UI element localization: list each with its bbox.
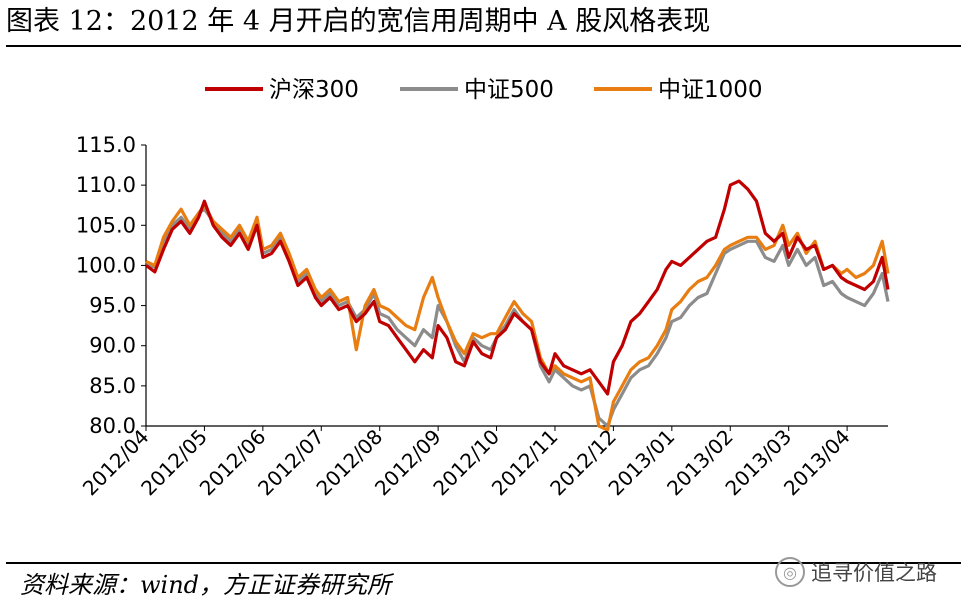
y-tick-label: 80.0 (89, 414, 136, 438)
y-tick-label: 90.0 (89, 334, 136, 358)
series-line-0 (145, 179, 890, 396)
line-chart: 沪深300 中证500 中证1000 80.0 85.0 90.0 95.0 100.0 10… (76, 77, 890, 500)
watermark-text: 追寻价值之路 (811, 561, 937, 585)
y-tick-label: 105.0 (76, 213, 136, 237)
watermark: ◎ 追寻价值之路 (775, 557, 937, 587)
axes (141, 144, 888, 431)
y-tick-label: 100.0 (76, 253, 136, 277)
legend-label: 中证1000 (658, 77, 763, 103)
y-tick-label: 95.0 (89, 294, 136, 318)
legend-label: 沪深300 (269, 77, 359, 103)
tick-labels: 80.085.090.095.0100.0105.0110.0115.02012… (76, 133, 855, 500)
y-tick-label: 110.0 (76, 173, 136, 197)
series-line-2 (145, 203, 890, 432)
wechat-icon: ◎ (775, 557, 805, 587)
y-tick-label: 85.0 (89, 374, 136, 398)
series-lines (145, 179, 890, 432)
legend-label: 中证500 (464, 77, 554, 103)
source-note: 资料来源：wind，方正证券研究所 (20, 571, 392, 599)
chart-legend: 沪深300 中证500 中证1000 (205, 77, 763, 103)
y-tick-label: 115.0 (76, 133, 136, 157)
figure-title: 图表 12：2012 年 4 月开启的宽信用周期中 A 股风格表现 (6, 6, 711, 37)
title-underline (6, 45, 961, 47)
footer-rule (6, 562, 961, 564)
